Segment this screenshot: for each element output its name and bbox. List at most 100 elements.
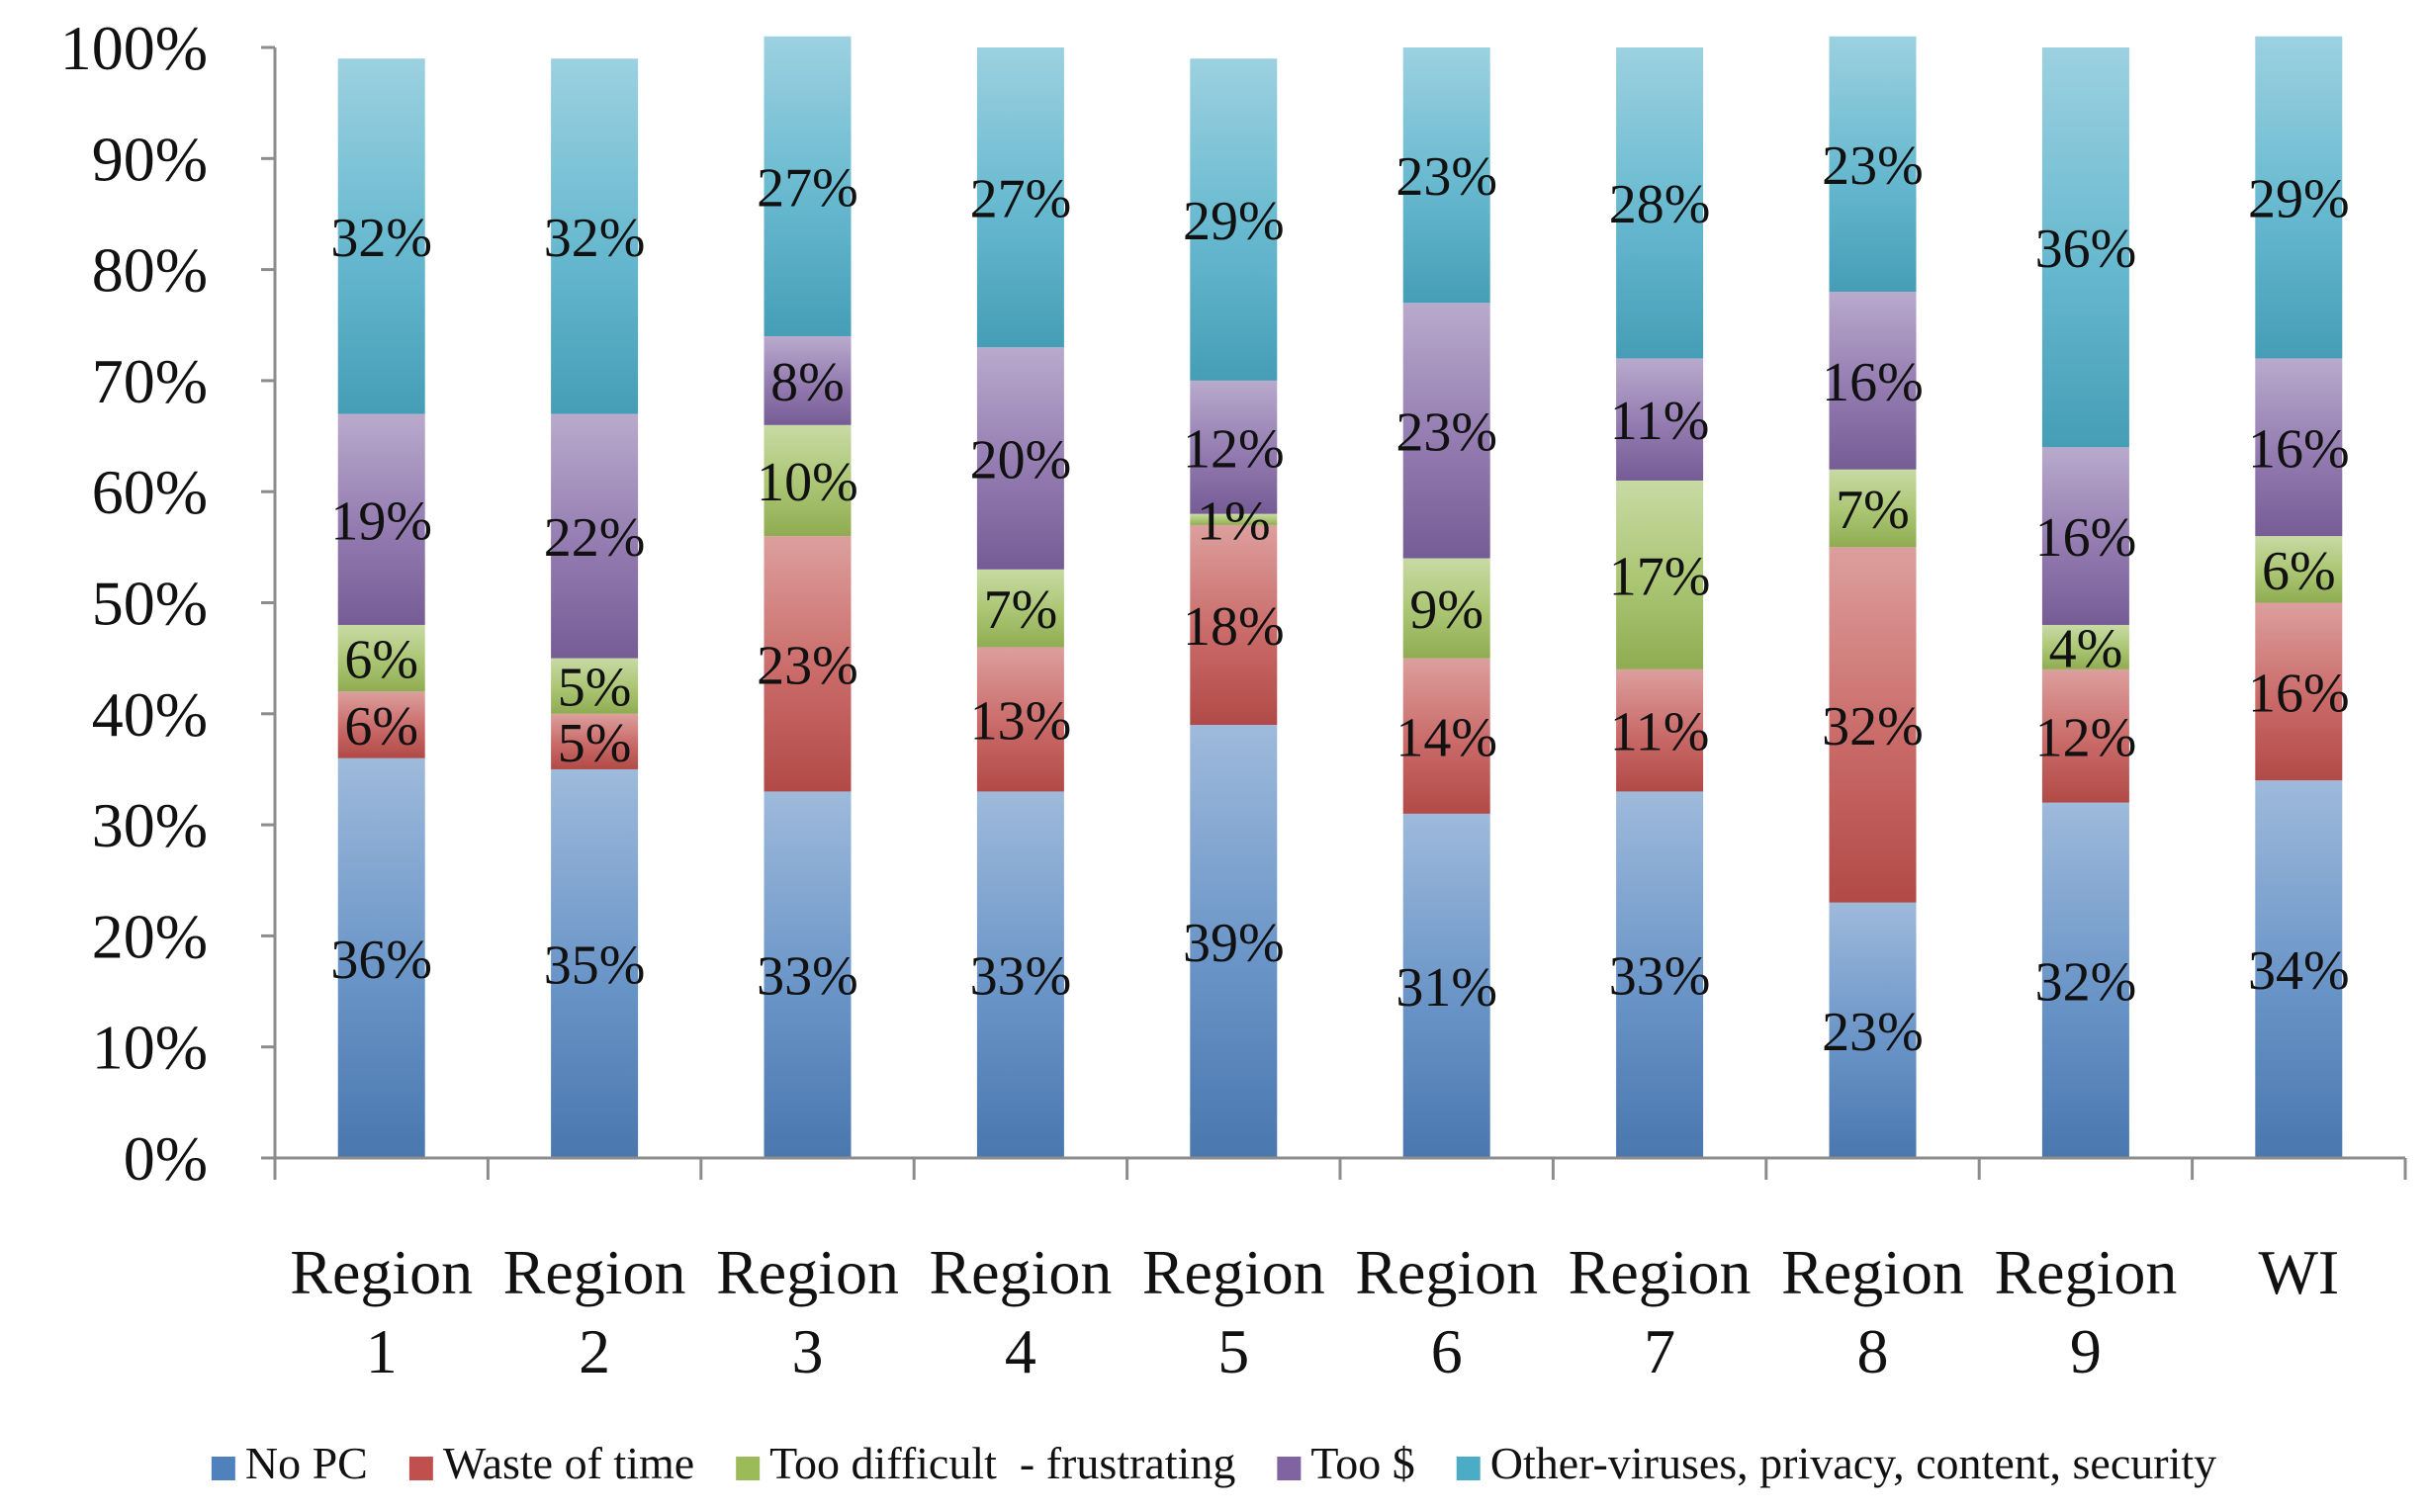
legend: No PC Waste of time Too difficult - frustr… <box>211 1438 2216 1488</box>
data-label: 4% <box>2049 618 2123 679</box>
bar-segment <box>2255 780 2343 1158</box>
data-label: 16% <box>1822 352 1924 413</box>
bar-segment <box>1402 558 1490 659</box>
x-tick-label: Region 2 <box>503 1237 686 1386</box>
legend-label: Other-viruses, privacy, content, securit… <box>1490 1438 2216 1488</box>
bar-segment <box>337 624 425 692</box>
x-tick-label: Region 8 <box>1781 1237 1964 1386</box>
data-label: 16% <box>2035 507 2137 569</box>
data-label: 32% <box>330 208 432 269</box>
data-label: 6% <box>2262 541 2336 602</box>
bar-segment <box>337 757 425 1158</box>
bar-segment <box>764 424 852 537</box>
bar-segment <box>2255 358 2343 537</box>
bar-segment <box>2041 47 2129 448</box>
y-tick-label: 80% <box>92 235 208 306</box>
legend-label: Waste of time <box>443 1438 694 1488</box>
data-label: 28% <box>1609 174 1711 235</box>
data-label: 1% <box>1197 490 1271 552</box>
legend-swatch <box>1456 1457 1481 1480</box>
y-tick-label: 40% <box>92 679 208 750</box>
x-tick-label: Region 7 <box>1569 1237 1752 1386</box>
bar-segment <box>551 768 639 1158</box>
legend-label: No PC <box>245 1438 368 1488</box>
bar-segment <box>551 658 639 714</box>
data-label: 11% <box>1610 702 1710 763</box>
bar-segment <box>1616 668 1704 792</box>
data-label: 20% <box>970 430 1072 491</box>
data-label: 7% <box>1836 480 1910 541</box>
x-tick-label: WI <box>2258 1237 2339 1307</box>
data-label: 35% <box>544 934 646 996</box>
bar-segment <box>1829 902 1917 1158</box>
x-tick-label: Region 9 <box>1994 1237 2177 1386</box>
data-label: 39% <box>1183 913 1285 974</box>
x-tick-label: Region 3 <box>716 1237 899 1386</box>
bar-segment <box>976 347 1064 570</box>
data-label: 32% <box>2035 951 2137 1013</box>
data-label: 7% <box>984 579 1058 641</box>
bar-segment <box>1190 524 1278 726</box>
data-label: 23% <box>1822 1002 1924 1063</box>
data-label: 22% <box>544 507 646 569</box>
bar-segment <box>337 413 425 625</box>
legend-label: Too difficult - frustrating <box>769 1438 1235 1488</box>
legend-swatch <box>211 1457 235 1480</box>
data-label: 8% <box>770 352 845 413</box>
data-label: 33% <box>1609 946 1711 1008</box>
data-label: 19% <box>330 490 432 552</box>
bar-segment <box>2255 36 2343 359</box>
data-label: 18% <box>1183 596 1285 658</box>
x-tick-label: Region 5 <box>1142 1237 1325 1386</box>
data-label: 5% <box>558 713 632 774</box>
bar-segment <box>976 791 1064 1158</box>
bar-segment <box>1402 47 1490 304</box>
legend-item: Waste of time <box>408 1438 694 1488</box>
bar-segment <box>976 647 1064 792</box>
bar-segment <box>976 47 1064 348</box>
bar-segment <box>1190 380 1278 514</box>
x-tick-label: Region 1 <box>290 1237 473 1386</box>
data-label: 32% <box>1822 696 1924 757</box>
axes: 0% 10% 20% 30% 40% 50% 60% 70% 80% 90% 100% Region 1… <box>60 13 2407 1386</box>
y-tick-label: 50% <box>92 569 208 639</box>
y-tick-label: 20% <box>92 901 208 971</box>
data-label: 34% <box>2248 940 2350 1002</box>
bar-segment <box>1190 513 1278 525</box>
bar-segment <box>764 36 852 336</box>
legend-item: Too $ <box>1277 1438 1415 1488</box>
legend-swatch <box>736 1457 761 1480</box>
data-label: 12% <box>2035 707 2137 768</box>
data-label: 27% <box>970 169 1072 230</box>
bar-segment <box>1616 791 1704 1158</box>
bar-segment <box>1829 547 1917 903</box>
bar-segment <box>1829 469 1917 548</box>
data-label: 9% <box>1409 579 1484 641</box>
data-label: 29% <box>1183 191 1285 252</box>
y-tick-label: 60% <box>92 457 208 527</box>
data-label: 16% <box>2248 663 2350 724</box>
bar-segment <box>337 58 425 414</box>
data-label: 33% <box>970 946 1072 1008</box>
y-tick-label: 90% <box>92 124 208 194</box>
data-label: 36% <box>330 930 432 991</box>
bar-segment <box>551 713 639 769</box>
legend-item: No PC <box>211 1438 368 1488</box>
y-tick-label: 0% <box>124 1123 208 1194</box>
bars-layer <box>337 36 2343 1158</box>
data-label: 29% <box>2248 169 2350 230</box>
legend-item: Other-viruses, privacy, content, securit… <box>1456 1438 2216 1488</box>
y-tick-label: 100% <box>60 13 208 83</box>
bar-segment <box>337 691 425 758</box>
bar-segment <box>764 791 852 1158</box>
bar-segment <box>1402 658 1490 814</box>
data-label: 14% <box>1395 707 1497 768</box>
data-label: 12% <box>1183 418 1285 480</box>
data-label: 6% <box>344 630 418 691</box>
data-label: 32% <box>544 208 646 269</box>
bar-segment <box>1616 358 1704 481</box>
data-label: 31% <box>1395 957 1497 1019</box>
bar-segment <box>2041 802 2129 1158</box>
